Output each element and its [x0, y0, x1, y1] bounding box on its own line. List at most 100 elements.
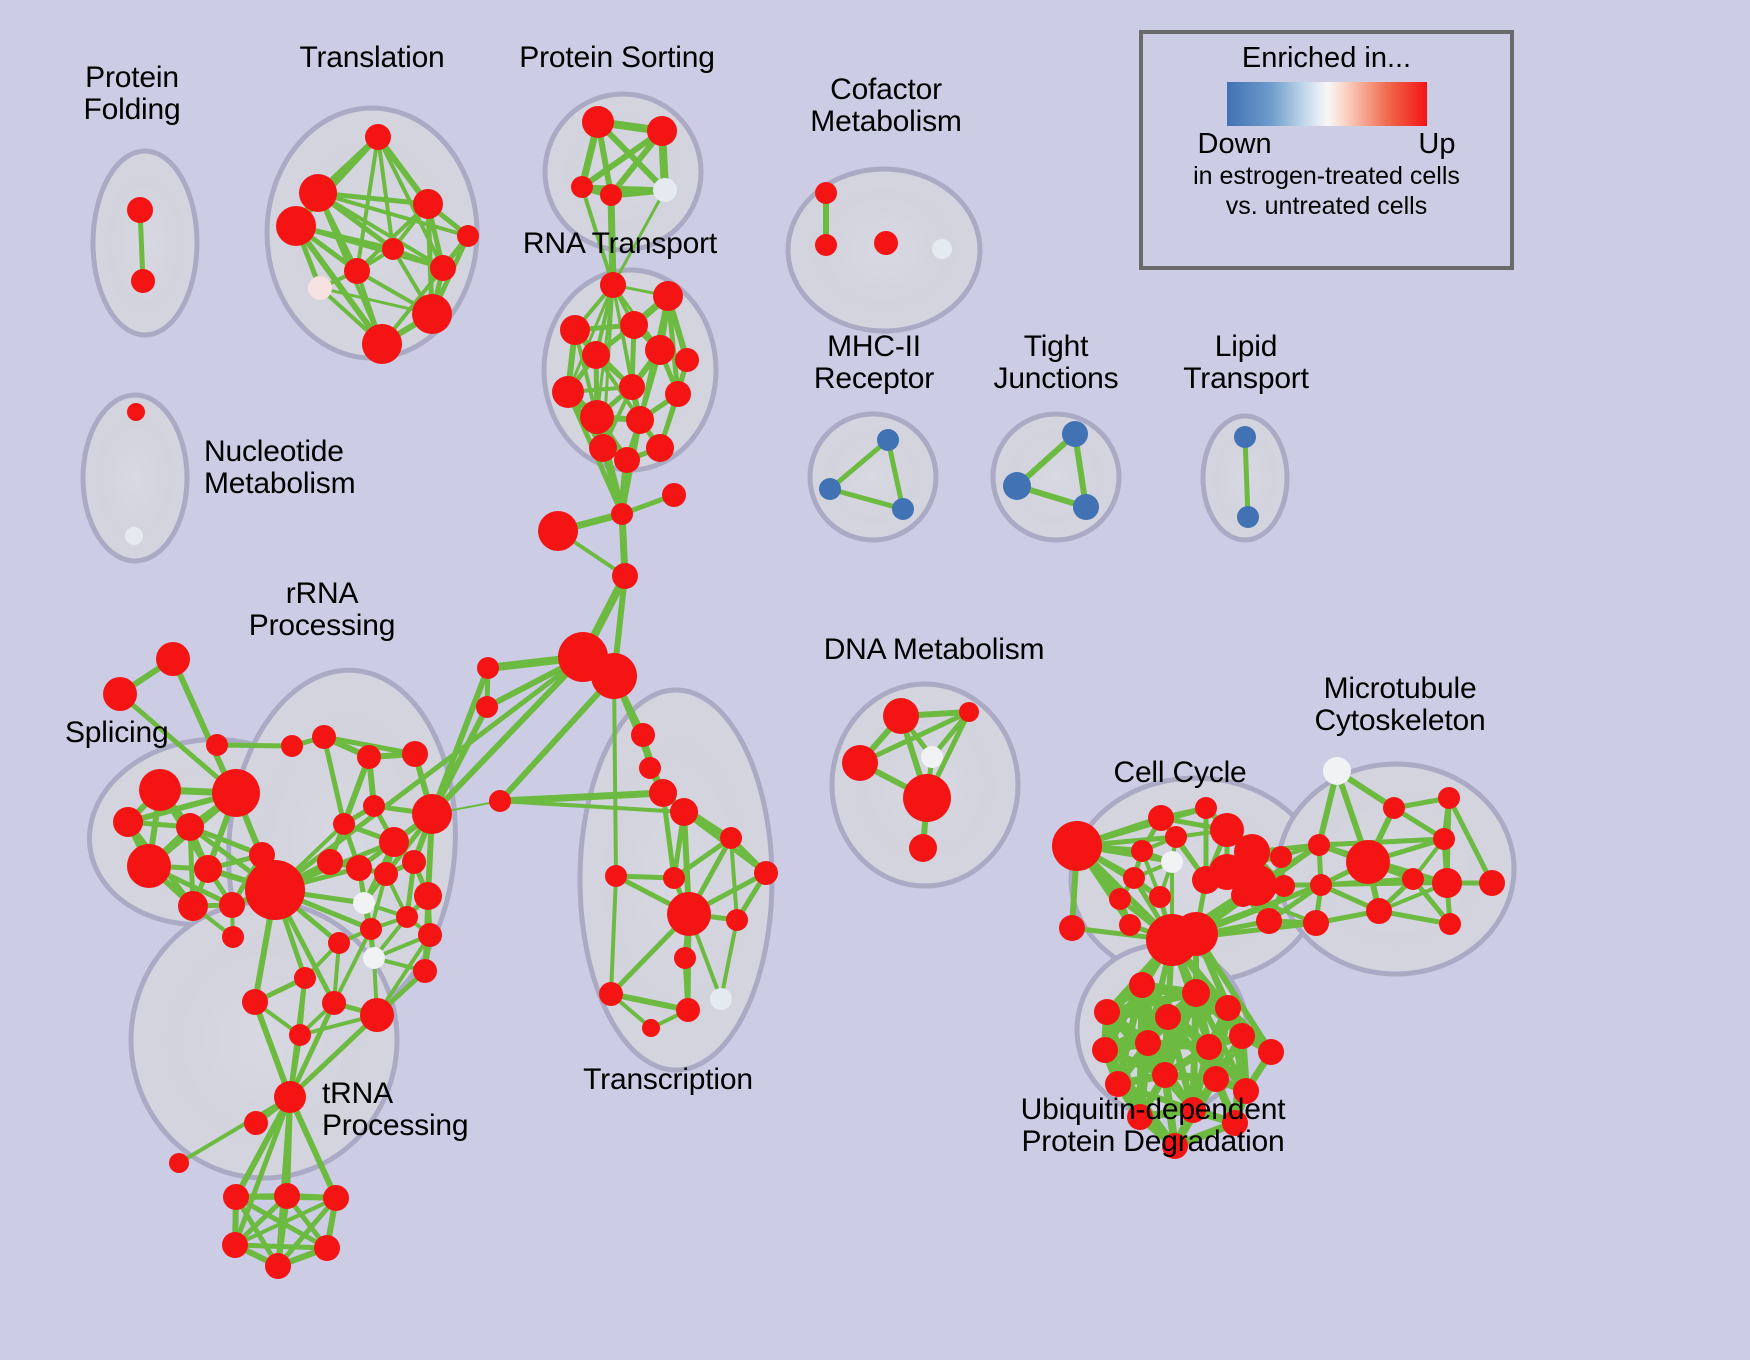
- network-node[interactable]: [1433, 828, 1455, 850]
- network-node[interactable]: [245, 860, 305, 920]
- network-node[interactable]: [639, 757, 661, 779]
- network-node[interactable]: [582, 106, 614, 138]
- network-node[interactable]: [1119, 914, 1141, 936]
- network-node[interactable]: [815, 234, 837, 256]
- network-node[interactable]: [676, 998, 700, 1022]
- cluster-hull-mhc-ii-receptor[interactable]: [807, 411, 939, 543]
- network-node[interactable]: [631, 723, 655, 747]
- network-node[interactable]: [113, 807, 143, 837]
- network-node[interactable]: [1073, 494, 1099, 520]
- network-node[interactable]: [560, 315, 590, 345]
- network-node[interactable]: [379, 827, 409, 857]
- network-node[interactable]: [619, 374, 645, 400]
- network-node[interactable]: [317, 849, 343, 875]
- network-node[interactable]: [599, 982, 623, 1006]
- network-node[interactable]: [412, 794, 452, 834]
- network-node[interactable]: [614, 447, 640, 473]
- network-node[interactable]: [1195, 797, 1217, 819]
- network-node[interactable]: [883, 698, 919, 734]
- network-node[interactable]: [344, 258, 370, 284]
- network-node[interactable]: [1174, 912, 1218, 956]
- network-node[interactable]: [1233, 1078, 1259, 1104]
- network-node[interactable]: [1366, 898, 1392, 924]
- network-node[interactable]: [418, 923, 442, 947]
- cluster-hull-protein-folding[interactable]: [90, 148, 200, 338]
- network-node[interactable]: [127, 197, 153, 223]
- network-node[interactable]: [274, 1183, 300, 1209]
- network-node[interactable]: [103, 677, 137, 711]
- network-node[interactable]: [314, 1235, 340, 1261]
- network-node[interactable]: [674, 947, 696, 969]
- network-node[interactable]: [323, 1185, 349, 1211]
- network-node[interactable]: [1062, 421, 1088, 447]
- network-node[interactable]: [363, 947, 385, 969]
- network-node[interactable]: [642, 1019, 660, 1037]
- network-node[interactable]: [1129, 972, 1155, 998]
- network-node[interactable]: [206, 734, 228, 756]
- network-node[interactable]: [219, 892, 245, 918]
- network-node[interactable]: [1148, 805, 1174, 831]
- network-node[interactable]: [842, 745, 878, 781]
- network-node[interactable]: [221, 778, 251, 808]
- network-node[interactable]: [328, 932, 350, 954]
- network-node[interactable]: [402, 741, 428, 767]
- network-node[interactable]: [396, 906, 418, 928]
- network-node[interactable]: [322, 991, 346, 1015]
- network-node[interactable]: [281, 735, 303, 757]
- network-node[interactable]: [1231, 883, 1255, 907]
- network-node[interactable]: [571, 176, 593, 198]
- network-node[interactable]: [1131, 840, 1153, 862]
- network-node[interactable]: [646, 434, 674, 462]
- network-node[interactable]: [1109, 888, 1131, 910]
- network-node[interactable]: [1234, 834, 1270, 870]
- network-node[interactable]: [1346, 840, 1390, 884]
- network-node[interactable]: [1152, 1062, 1178, 1088]
- network-node[interactable]: [176, 813, 204, 841]
- network-node[interactable]: [710, 988, 732, 1010]
- network-node[interactable]: [362, 324, 402, 364]
- network-node[interactable]: [815, 182, 837, 204]
- network-node[interactable]: [645, 335, 675, 365]
- network-node[interactable]: [589, 434, 617, 462]
- network-node[interactable]: [299, 174, 337, 212]
- network-node[interactable]: [1155, 1004, 1181, 1030]
- network-node[interactable]: [127, 844, 171, 888]
- network-node[interactable]: [1161, 851, 1183, 873]
- network-node[interactable]: [357, 745, 381, 769]
- network-node[interactable]: [1105, 1071, 1131, 1097]
- network-node[interactable]: [1094, 999, 1120, 1025]
- network-node[interactable]: [726, 909, 748, 931]
- network-node[interactable]: [909, 834, 937, 862]
- network-node[interactable]: [670, 798, 698, 826]
- network-node[interactable]: [194, 855, 222, 883]
- network-node[interactable]: [1149, 886, 1171, 908]
- network-node[interactable]: [402, 850, 426, 874]
- network-node[interactable]: [1258, 1039, 1284, 1065]
- network-node[interactable]: [489, 790, 511, 812]
- network-node[interactable]: [169, 1153, 189, 1173]
- network-node[interactable]: [1303, 910, 1329, 936]
- network-node[interactable]: [1180, 1097, 1206, 1123]
- network-node[interactable]: [1234, 426, 1256, 448]
- network-node[interactable]: [274, 1081, 306, 1113]
- network-node[interactable]: [294, 967, 316, 989]
- network-nodes[interactable]: [103, 106, 1505, 1279]
- network-node[interactable]: [1182, 979, 1210, 1007]
- network-node[interactable]: [413, 959, 437, 983]
- network-node[interactable]: [626, 406, 654, 434]
- network-node[interactable]: [1165, 826, 1187, 848]
- network-node[interactable]: [903, 774, 951, 822]
- network-node[interactable]: [1229, 1023, 1255, 1049]
- network-node[interactable]: [605, 865, 627, 887]
- network-node[interactable]: [1059, 915, 1085, 941]
- network-node[interactable]: [1196, 1034, 1222, 1060]
- network-node[interactable]: [333, 813, 355, 835]
- network-node[interactable]: [1432, 868, 1462, 898]
- network-node[interactable]: [675, 348, 699, 372]
- network-node[interactable]: [1203, 1066, 1229, 1092]
- network-node[interactable]: [414, 882, 442, 910]
- network-node[interactable]: [222, 1232, 248, 1258]
- network-node[interactable]: [1402, 868, 1424, 890]
- network-node[interactable]: [1210, 813, 1244, 847]
- network-node[interactable]: [667, 892, 711, 936]
